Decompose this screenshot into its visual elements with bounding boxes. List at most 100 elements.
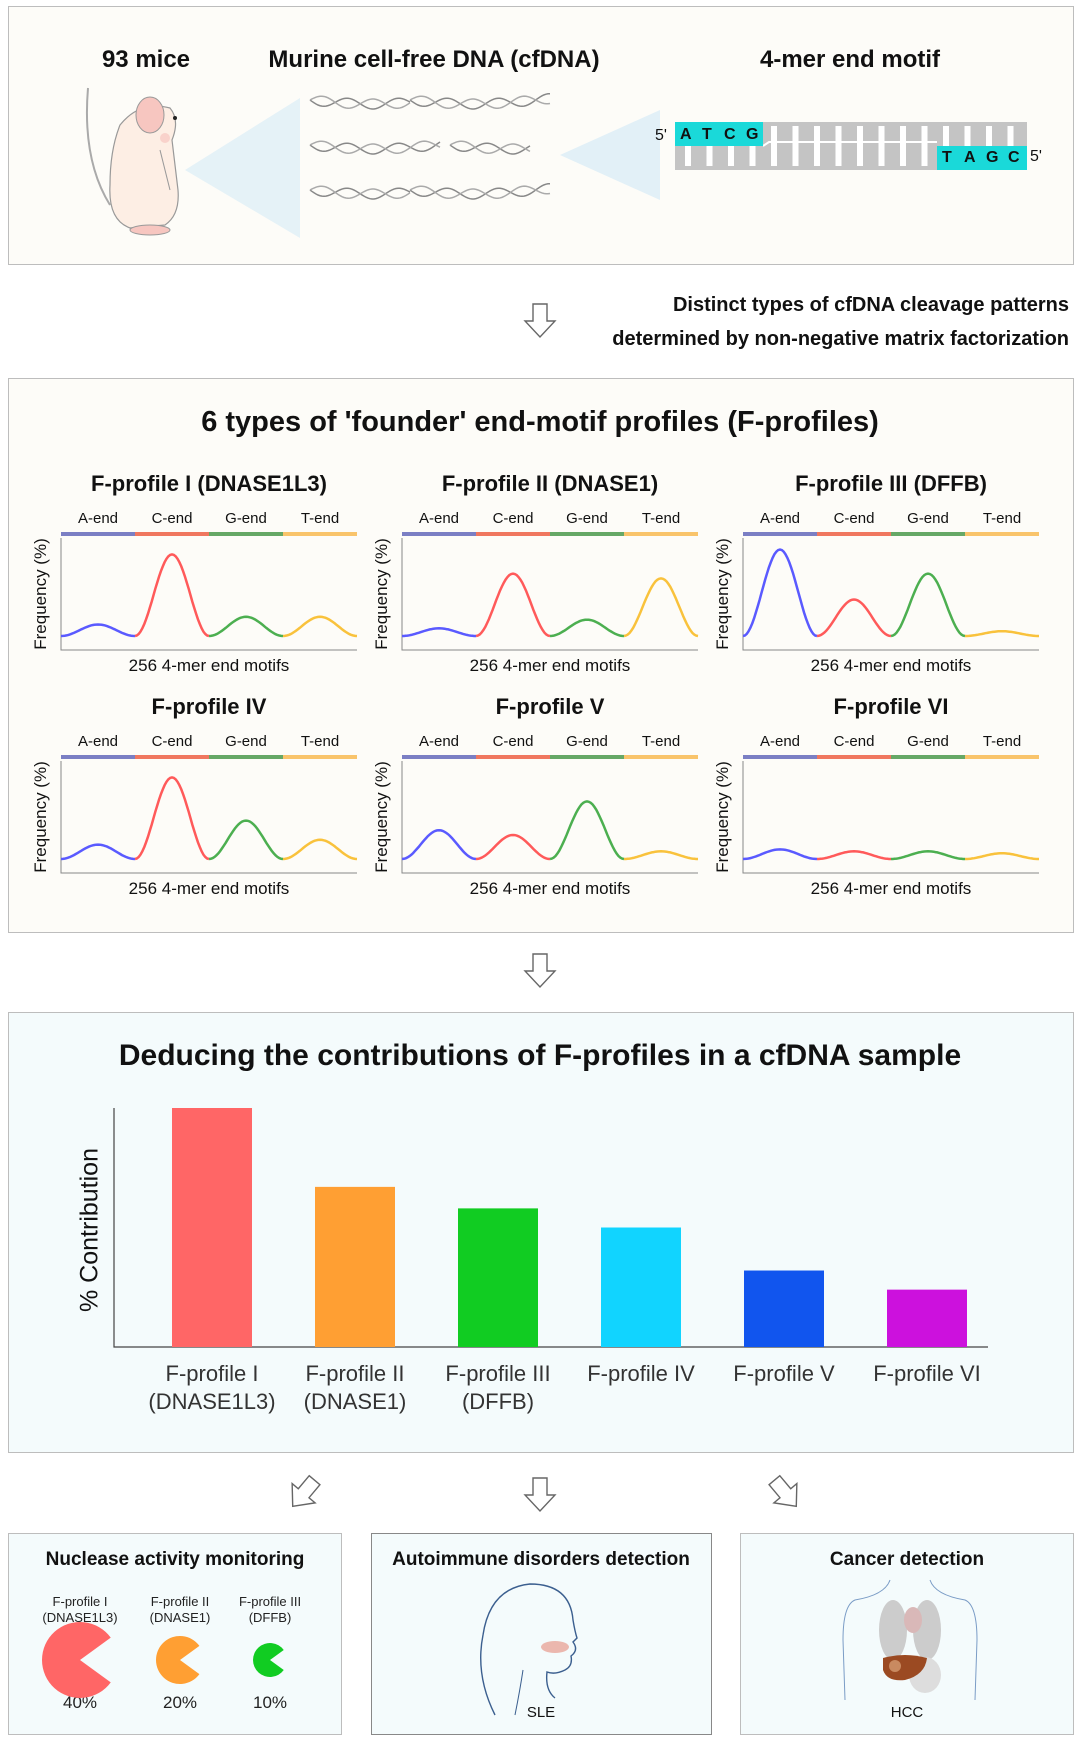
x-axis-label: 256 4-mer end motifs: [128, 656, 290, 675]
segment-bar: [283, 532, 357, 536]
autoimmune-title: Autoimmune disorders detection: [392, 1549, 690, 1570]
segment-bar: [135, 532, 209, 536]
bar-category-label: F-profile V: [733, 1361, 835, 1386]
axes: [742, 761, 1039, 874]
profile-curve-segment: [60, 623, 136, 638]
profile-curve-segment: [208, 819, 284, 861]
bar: [172, 1108, 252, 1347]
segment-bar: [550, 755, 624, 759]
segment-label-c-end: C-end: [833, 733, 875, 750]
strand-bottom-end-label: 5': [1030, 148, 1042, 165]
mouse-illustration: [85, 87, 300, 238]
segment-bar: [743, 532, 817, 536]
f-profiles-panel: [8, 378, 1074, 933]
dna-duplex-diagram: [675, 122, 1027, 170]
autoimmune-panel: [371, 1533, 712, 1735]
bar-category-label: (DNASE1): [303, 1389, 407, 1414]
pie-value: 20%: [162, 1693, 198, 1712]
activity-pie: [41, 1622, 111, 1698]
face-profile-illustration: [480, 1583, 578, 1716]
nmf-description-line2: determined by non-negative matrix factor…: [612, 328, 1069, 350]
strand-top-end-label: 5': [655, 127, 667, 144]
pie-label: F-profile I: [52, 1594, 108, 1609]
dna-fragment: [409, 182, 551, 200]
segment-label-g-end: G-end: [225, 510, 267, 527]
torso-liver-illustration: [842, 1579, 978, 1701]
profile-curve-segment: [817, 850, 891, 861]
segment-label-c-end: C-end: [492, 733, 534, 750]
segment-bar: [817, 755, 891, 759]
pie-label: (DNASE1L3): [42, 1610, 118, 1625]
bar: [887, 1289, 967, 1347]
profile-curve-segment: [282, 838, 358, 861]
bar: [315, 1186, 395, 1347]
chart-axes: [113, 1108, 988, 1348]
axes: [60, 761, 357, 874]
segment-label-a-end: A-end: [77, 510, 119, 527]
top-motif-base: A: [680, 126, 692, 143]
bottom-motif-base: T: [942, 149, 952, 166]
cfdna-fragments-illustration: [309, 92, 551, 200]
segment-label-t-end: T-end: [641, 510, 681, 527]
profile-title: F-profile I (DNASE1L3): [91, 471, 327, 496]
cfdna-label: Murine cell-free DNA (cfDNA): [268, 46, 600, 73]
segment-label-t-end: T-end: [300, 510, 340, 527]
profile-title: F-profile IV: [151, 694, 267, 719]
profile-curve-segment: [401, 828, 477, 861]
contribution-bar-chart: [113, 1108, 988, 1348]
down-left-arrow-icon: [291, 1474, 321, 1508]
bottom-motif-base: G: [986, 149, 999, 166]
profile-curve-segment: [624, 850, 698, 861]
dna-fragment: [409, 92, 551, 110]
segment-bar: [283, 755, 357, 759]
down-arrow-icon: [523, 953, 557, 989]
segment-label-a-end: A-end: [77, 733, 119, 750]
segment-bar: [402, 532, 476, 536]
cancer-panel: [740, 1533, 1074, 1735]
x-axis-label: 256 4-mer end motifs: [469, 656, 631, 675]
y-axis-label: Frequency (%): [31, 761, 50, 873]
segment-label-a-end: A-end: [759, 733, 801, 750]
pie-value: 40%: [62, 1693, 98, 1712]
dna-fragment: [309, 185, 411, 200]
segment-bar: [965, 755, 1039, 759]
bar: [744, 1270, 824, 1347]
segment-label-g-end: G-end: [566, 733, 608, 750]
profile-curve-segment: [208, 615, 284, 638]
chart-title: Deducing the contributions of F-profiles…: [118, 1039, 962, 1072]
pie-label: (DFFB): [248, 1610, 292, 1625]
profile-chart: [60, 532, 358, 651]
profile-curve-segment: [965, 851, 1039, 861]
profile-chart: [401, 532, 699, 651]
profile-curve-segment: [742, 848, 818, 861]
segment-label-t-end: T-end: [982, 733, 1022, 750]
top-motif-base: C: [724, 126, 736, 143]
down-arrow-icon: [523, 1477, 557, 1513]
segment-bar: [476, 755, 550, 759]
segment-bar: [209, 532, 283, 536]
profile-curve-segment: [475, 572, 551, 638]
segment-bar: [965, 532, 1039, 536]
f-profiles-title: 6 types of 'founder' end-motif profiles …: [201, 406, 879, 438]
profile-curve-segment: [475, 833, 551, 861]
bar-category-label: F-profile II: [305, 1361, 405, 1386]
x-axis-label: 256 4-mer end motifs: [810, 656, 972, 675]
profile-chart: [742, 755, 1039, 874]
x-axis-label: 256 4-mer end motifs: [469, 879, 631, 898]
bar: [601, 1227, 681, 1347]
top-motif-base: T: [702, 126, 712, 143]
axes: [401, 538, 698, 651]
profile-curve-segment: [134, 553, 210, 638]
bottom-motif-base: C: [1008, 149, 1020, 166]
hcc-caption: HCC: [890, 1704, 924, 1721]
activity-pie: [156, 1636, 200, 1684]
profile-curve-segment: [891, 850, 965, 861]
segment-label-a-end: A-end: [418, 733, 460, 750]
profile-curve-segment: [623, 577, 699, 638]
bar-category-label: F-profile IV: [587, 1361, 695, 1386]
segment-label-t-end: T-end: [300, 733, 340, 750]
axes: [401, 761, 698, 874]
segment-bar: [891, 755, 965, 759]
dna-fragment: [449, 140, 531, 155]
